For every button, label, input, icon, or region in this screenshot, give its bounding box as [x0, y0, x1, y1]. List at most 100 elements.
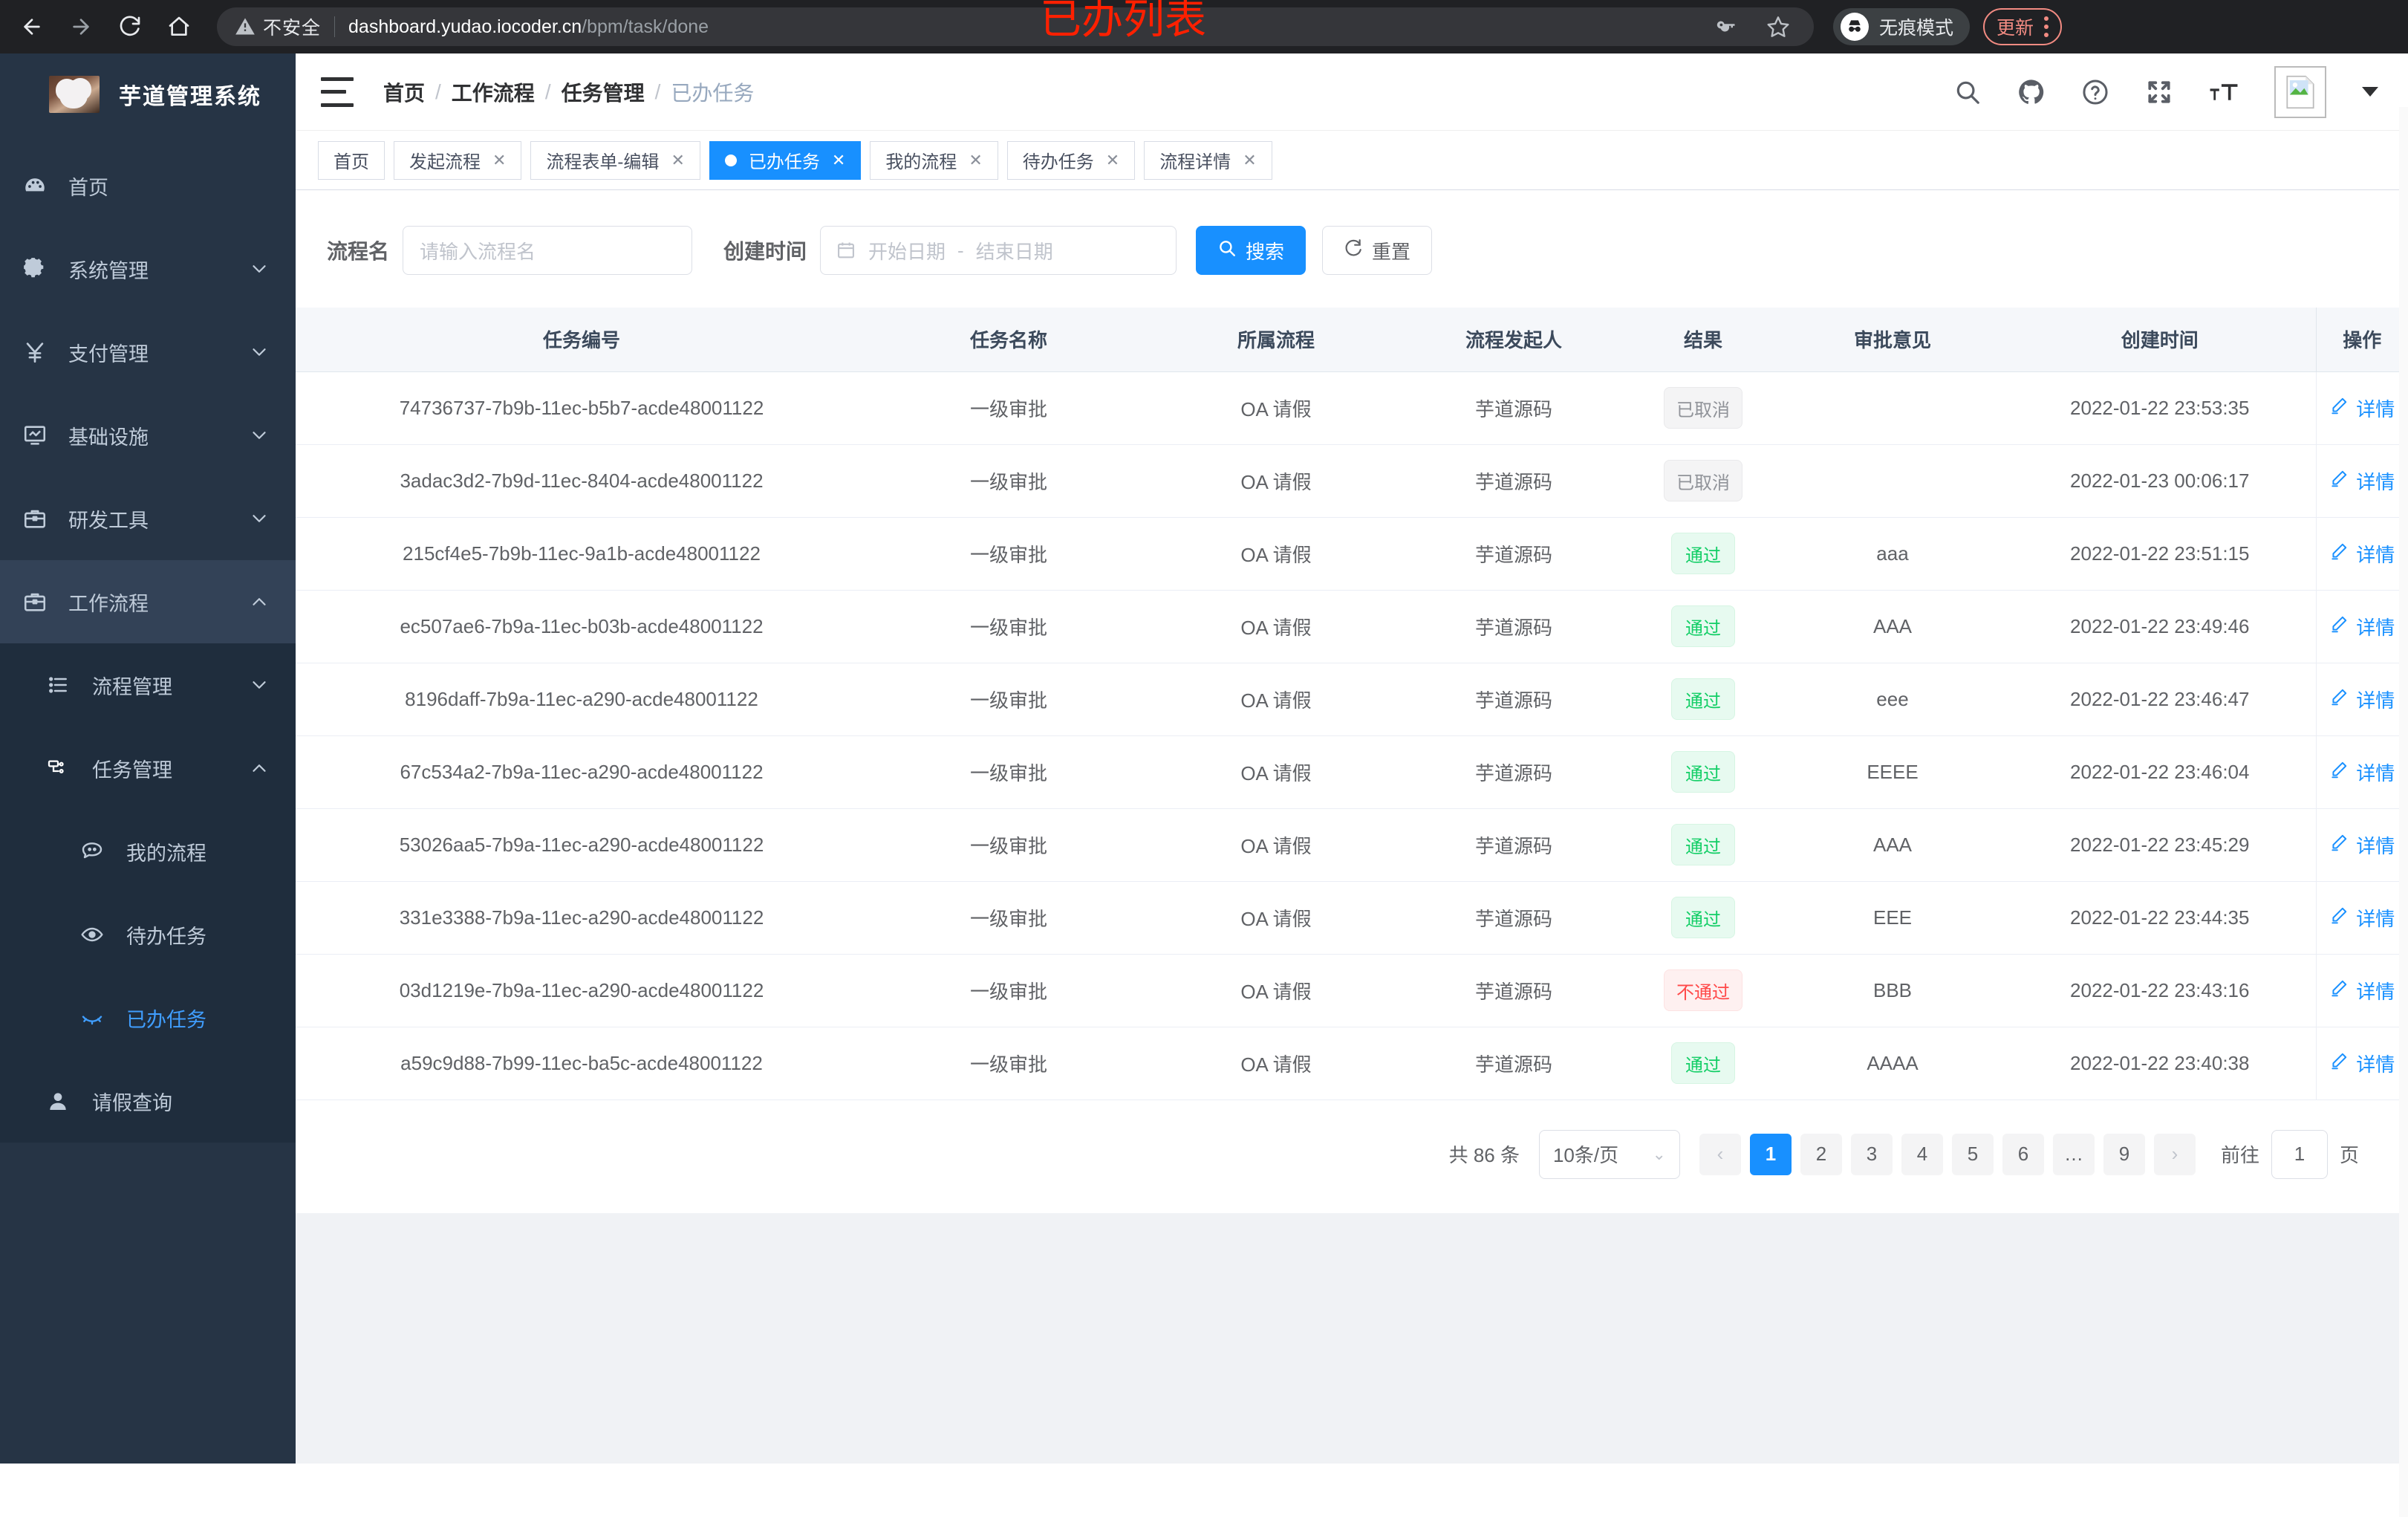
- detail-link[interactable]: 详情: [2329, 540, 2395, 568]
- page-ellipsis-button[interactable]: …: [2052, 1133, 2095, 1175]
- sidebar-item-label: 任务管理: [92, 758, 172, 782]
- close-icon[interactable]: ✕: [831, 150, 846, 169]
- sidebar-item-pay[interactable]: 支付管理: [0, 311, 296, 394]
- cell-operation: 详情: [2315, 808, 2408, 882]
- next-page-button[interactable]: ›: [2153, 1133, 2196, 1175]
- detail-link[interactable]: 详情: [2329, 467, 2395, 495]
- sidebar-item-workflow[interactable]: 工作流程: [0, 560, 296, 643]
- process-name-placeholder: 请输入流程名: [420, 240, 536, 263]
- breadcrumb-item-0[interactable]: 首页: [383, 81, 426, 105]
- search-button[interactable]: 搜索: [1196, 226, 1306, 275]
- reset-button[interactable]: 重置: [1322, 226, 1433, 275]
- sidebar-item-devtools[interactable]: 研发工具: [0, 477, 296, 560]
- sidebar-item-home[interactable]: 首页: [0, 144, 296, 227]
- tab-my-process[interactable]: 我的流程 ✕: [870, 140, 998, 180]
- close-icon[interactable]: ✕: [492, 150, 507, 169]
- sidebar-item-infrastructure[interactable]: 基础设施: [0, 394, 296, 477]
- avatar[interactable]: [2274, 65, 2326, 118]
- detail-label: 详情: [2356, 1053, 2395, 1076]
- page-button-2[interactable]: 2: [1800, 1133, 1842, 1175]
- chevron-down-icon[interactable]: [2362, 87, 2378, 97]
- breadcrumb-item-2[interactable]: 任务管理: [561, 81, 645, 105]
- sidebar-item-leave-query[interactable]: 请假查询: [0, 1059, 296, 1143]
- back-icon[interactable]: [10, 5, 53, 48]
- process-name-input[interactable]: 请输入流程名: [403, 226, 693, 275]
- sidebar-item-done-task[interactable]: 已办任务: [0, 976, 296, 1059]
- edit-icon: [2329, 614, 2349, 639]
- prev-page-button[interactable]: ‹: [1699, 1133, 1741, 1175]
- close-icon[interactable]: ✕: [671, 150, 685, 169]
- tab-start-process[interactable]: 发起流程 ✕: [394, 140, 522, 180]
- hamburger-icon[interactable]: [321, 77, 354, 107]
- cell-create-time: 2022-01-22 23:44:35: [2004, 881, 2316, 955]
- pagination-jump-input[interactable]: 1: [2271, 1129, 2328, 1179]
- breadcrumb: 首页 / 工作流程 / 任务管理 / 已办任务: [383, 77, 754, 107]
- close-icon[interactable]: ✕: [1105, 150, 1120, 169]
- detail-link[interactable]: 详情: [2329, 904, 2395, 932]
- detail-link[interactable]: 详情: [2329, 977, 2395, 1004]
- incognito-indicator[interactable]: 无痕模式: [1833, 8, 1971, 45]
- reload-icon[interactable]: [108, 5, 152, 48]
- page-button-3[interactable]: 3: [1850, 1133, 1893, 1175]
- sidebar-item-label: 首页: [68, 176, 108, 199]
- search-icon[interactable]: [1953, 78, 1982, 106]
- key-icon[interactable]: [1714, 16, 1737, 38]
- detail-link[interactable]: 详情: [2329, 758, 2395, 786]
- sidebar-item-label: 工作流程: [68, 592, 149, 615]
- cell-process: OA 请假: [1150, 954, 1402, 1027]
- tab-todo-task[interactable]: 待办任务 ✕: [1006, 140, 1136, 180]
- address-bar[interactable]: 不安全 dashboard.yudao.iocoder.cn/bpm/task/…: [217, 7, 1814, 46]
- font-size-icon[interactable]: [2209, 78, 2239, 106]
- create-time-range-picker[interactable]: 开始日期 - 结束日期: [820, 226, 1177, 275]
- sidebar-item-label: 我的流程: [126, 842, 206, 865]
- tab-process-form-edit[interactable]: 流程表单-编辑 ✕: [530, 140, 700, 180]
- status-badge: 不通过: [1664, 969, 1742, 1011]
- forward-icon[interactable]: [59, 5, 102, 48]
- fullscreen-icon[interactable]: [2145, 78, 2173, 106]
- github-icon[interactable]: [2017, 78, 2046, 106]
- col-task-name: 任务名称: [868, 308, 1150, 372]
- sidebar-item-todo-task[interactable]: 待办任务: [0, 893, 296, 976]
- detail-link[interactable]: 详情: [2329, 613, 2395, 640]
- table-header: 任务编号 任务名称 所属流程 流程发起人 结果 审批意见 创建时间 操作: [296, 308, 2408, 372]
- page-button-5[interactable]: 5: [1951, 1133, 1994, 1175]
- status-badge: 通过: [1671, 678, 1735, 720]
- date-range-separator: -: [957, 238, 964, 262]
- page-button-9[interactable]: 9: [2103, 1133, 2145, 1175]
- detail-link[interactable]: 详情: [2329, 831, 2395, 859]
- cell-result: 已取消: [1625, 371, 1781, 445]
- cell-process: OA 请假: [1150, 808, 1402, 882]
- sidebar-item-my-process[interactable]: 我的流程: [0, 810, 296, 893]
- detail-link[interactable]: 详情: [2329, 394, 2395, 422]
- page-button-6[interactable]: 6: [2002, 1133, 2044, 1175]
- page-scrollbar[interactable]: [2399, 107, 2408, 1517]
- sidebar-logo[interactable]: 芋道管理系统: [0, 53, 296, 135]
- sidebar-item-system[interactable]: 系统管理: [0, 227, 296, 311]
- breadcrumb-item-1[interactable]: 工作流程: [451, 81, 535, 105]
- cell-process: OA 请假: [1150, 663, 1402, 736]
- page-size-select[interactable]: 10条/页 ⌄: [1538, 1129, 1680, 1179]
- status-badge: 通过: [1671, 751, 1735, 793]
- cell-task-name: 一级审批: [868, 808, 1150, 882]
- close-icon[interactable]: ✕: [969, 150, 983, 169]
- tab-done-task[interactable]: 已办任务 ✕: [709, 140, 862, 180]
- sidebar-item-task-management[interactable]: 任务管理: [0, 727, 296, 810]
- cell-initiator: 芋道源码: [1402, 735, 1625, 809]
- dashboard-icon: [22, 173, 68, 198]
- star-icon[interactable]: [1766, 15, 1790, 39]
- detail-link[interactable]: 详情: [2329, 686, 2395, 713]
- update-button[interactable]: 更新: [1983, 8, 2063, 45]
- cell-result: 通过: [1625, 517, 1781, 591]
- page-button-4[interactable]: 4: [1901, 1133, 1943, 1175]
- close-icon[interactable]: ✕: [1243, 150, 1257, 169]
- create-time-label: 创建时间: [723, 240, 807, 263]
- detail-link[interactable]: 详情: [2329, 1050, 2395, 1077]
- help-icon[interactable]: [2081, 78, 2109, 106]
- incognito-icon: [1841, 13, 1869, 41]
- page-button-1[interactable]: 1: [1749, 1133, 1792, 1175]
- kebab-menu-icon[interactable]: [2044, 16, 2049, 37]
- tab-home[interactable]: 首页: [318, 140, 385, 180]
- tab-process-detail[interactable]: 流程详情 ✕: [1144, 140, 1272, 180]
- home-icon[interactable]: [157, 5, 201, 48]
- sidebar-item-process-management[interactable]: 流程管理: [0, 643, 296, 727]
